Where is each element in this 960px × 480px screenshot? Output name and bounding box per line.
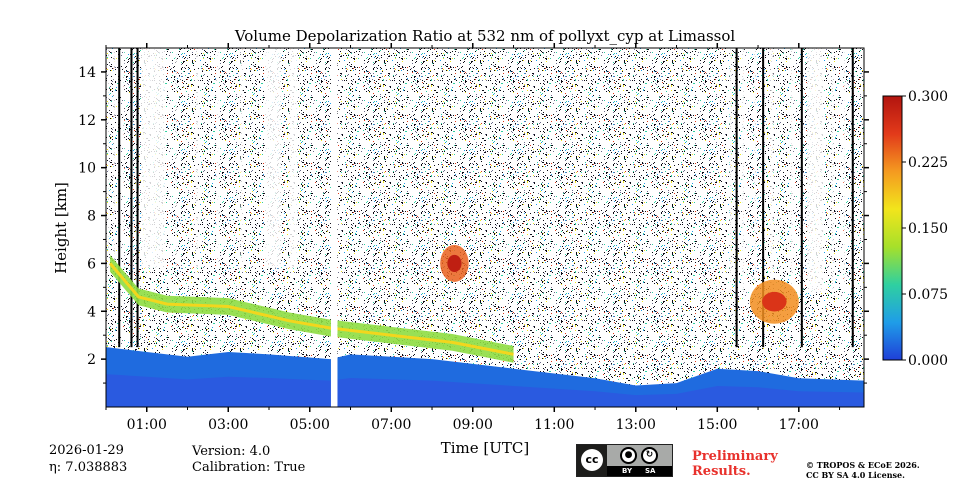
y-tick-label: 12	[78, 113, 96, 129]
signal-gap-stripe	[264, 48, 282, 269]
colorbar-tick-label: 0.075	[908, 287, 948, 303]
date-label: 2026-01-29	[49, 443, 124, 458]
y-axis-label: Height [km]	[52, 182, 70, 274]
signal-gap-stripe	[195, 48, 199, 269]
x-tick-label: 17:00	[779, 417, 819, 433]
x-tick-label: 05:00	[290, 417, 330, 433]
signal-gap-stripe	[108, 48, 110, 269]
axes: 01:00 03:00 05:00 07:00 09:00 11:00 13:00 15:00…	[78, 43, 869, 433]
colorbar-tick-label: 0.150	[908, 221, 948, 237]
colorbar-tick-label: 0.225	[908, 155, 948, 171]
preliminary-line2: Results.	[692, 464, 751, 479]
signal-gap-stripe	[240, 48, 243, 269]
colorbar-tick-label: 0.000	[908, 353, 948, 369]
dust-plume-core	[762, 291, 787, 312]
preliminary-line1: Preliminary	[692, 449, 778, 464]
signal-gap-stripe	[141, 48, 166, 269]
data-gap	[330, 48, 338, 407]
calibration-label: Calibration: True	[192, 460, 306, 475]
copyright-line1: © TROPOS & ECoE 2026.	[806, 460, 920, 470]
signal-gap-stripe	[843, 48, 846, 293]
x-tick-label: 03:00	[208, 417, 248, 433]
cc-license-badge: cc ● ↻ BY SA	[576, 444, 673, 477]
cc-by-label: BY	[622, 467, 633, 475]
version-label: Version: 4.0	[192, 444, 271, 459]
cloud-line	[118, 48, 121, 348]
signal-gap-stripe	[806, 48, 824, 293]
colorbar-gradient	[882, 95, 903, 361]
cloud-line	[130, 48, 133, 348]
signal-gap-stripe	[113, 48, 115, 269]
signal-gap-stripe	[753, 48, 757, 293]
signal-gap-stripe	[831, 48, 834, 293]
signal-gap-stripe	[216, 48, 220, 269]
attribution-icon: ●	[620, 447, 637, 464]
signal-gap-stripe	[770, 48, 774, 293]
x-tick-label: 07:00	[371, 417, 411, 433]
y-tick-label: 2	[87, 352, 96, 368]
x-tick-label: 11:00	[534, 417, 574, 433]
boundary-layer-core	[106, 374, 864, 407]
cloud-line	[851, 48, 854, 348]
cloud-line	[800, 48, 803, 348]
y-tick-label: 8	[87, 209, 96, 225]
x-tick-label: 15:00	[697, 417, 737, 433]
copyright-line2: CC BY SA 4.0 License.	[806, 470, 905, 480]
colorbar: 0.000 0.075 0.150 0.225 0.300	[882, 89, 948, 369]
chart-title: Volume Depolarization Ratio at 532 nm of…	[234, 27, 736, 45]
cloud-line	[762, 48, 765, 348]
signal-gap-stripe	[175, 48, 177, 269]
y-tick-label: 4	[87, 304, 96, 320]
dust-plume-core	[447, 254, 462, 272]
x-tick-label: 01:00	[127, 417, 167, 433]
y-tick-label: 14	[78, 65, 96, 81]
cc-left-panel: cc	[577, 445, 607, 476]
cc-label-strip	[607, 466, 672, 476]
elevated-aerosol-core	[108, 262, 514, 356]
eta-label: η: 7.038883	[49, 460, 128, 475]
signal-gap-stripe	[790, 48, 794, 293]
share-alike-icon: ↻	[641, 447, 658, 464]
cc-icon: cc	[581, 449, 603, 471]
cc-sa-label: SA	[645, 467, 656, 475]
cloud-line	[735, 48, 738, 348]
signal-gap-stripe	[729, 48, 732, 293]
plot-frame	[105, 47, 865, 408]
x-axis-label: Time [UTC]	[441, 439, 530, 457]
heatmap-area	[106, 48, 864, 407]
elevated-aerosol-layer	[110, 255, 514, 363]
x-tick-label: 09:00	[453, 417, 493, 433]
y-tick-label: 10	[78, 161, 96, 177]
x-tick-label: 13:00	[616, 417, 656, 433]
signal-gap-stripe	[123, 48, 125, 269]
y-tick-label: 6	[87, 256, 96, 272]
signal-gap-stripe	[289, 48, 298, 269]
cloud-line	[136, 48, 139, 348]
colorbar-tick-label: 0.300	[908, 89, 948, 105]
signal-gap-stripe	[741, 48, 745, 293]
